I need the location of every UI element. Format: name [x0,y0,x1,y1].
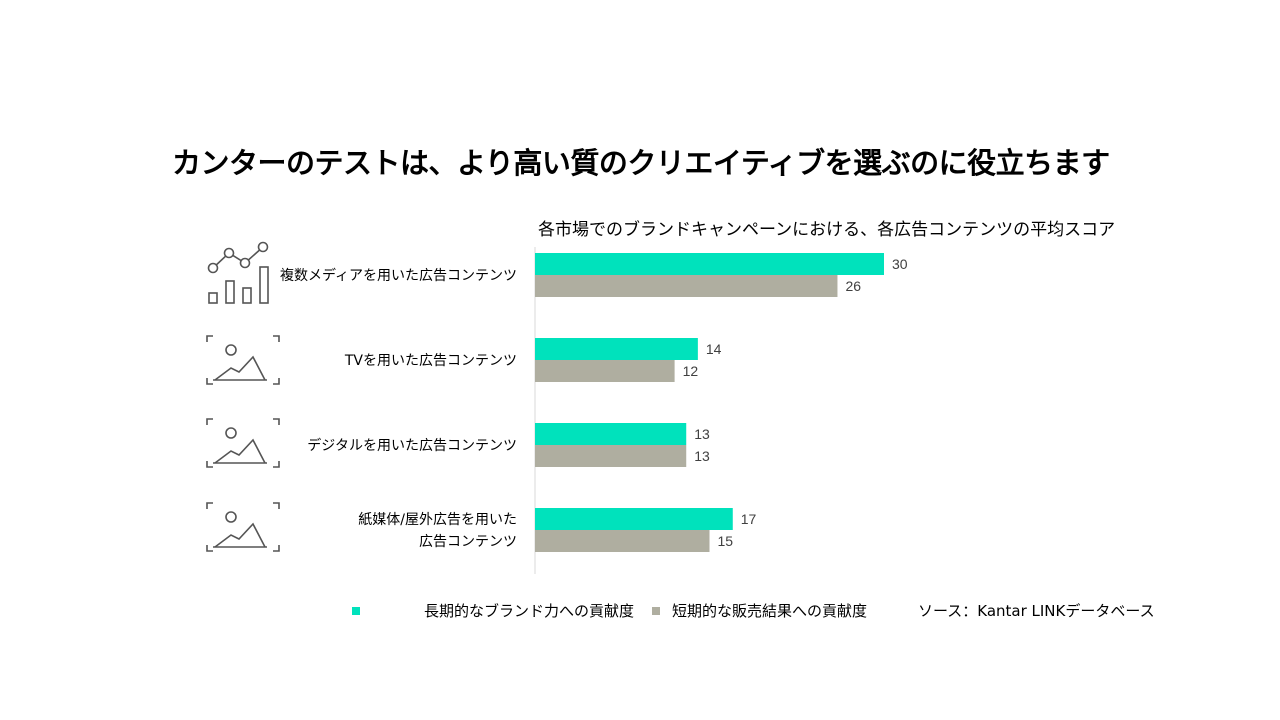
bar-long-term-4 [535,508,733,530]
bar-short-term-3 [535,445,687,467]
legend-item-long-term: 長期的なブランド力への貢献度 [352,600,634,621]
legend-label-long-term: 長期的なブランド力への貢献度 [424,602,635,620]
legend-item-short-term: 短期的な販売結果への貢献度 [652,600,867,621]
data-label-long-term-1: 30 [892,256,908,272]
category-label-4-line-1: 紙媒体/屋外広告を用いた [358,512,517,528]
data-label-short-term-3: 13 [694,448,710,464]
category-label-3: デジタルを用いた広告コンテンツ [307,437,517,454]
legend-swatch-short-term [652,606,660,615]
image-frame-icon [206,418,280,468]
source-note: ソース：Kantar LINKデータベース [918,602,1155,620]
data-label-long-term-4: 17 [741,511,757,527]
image-frame-icon [206,335,280,385]
bar-short-term-1 [535,275,838,297]
image-frame-icon [206,502,280,552]
page-title: カンターのテストは、より高い質のクリエイティブを選ぶのに役立ちます [172,146,1110,180]
bar-long-term-2 [535,338,698,360]
category-label-4-line-2: 広告コンテンツ [419,534,517,550]
bar-short-term-4 [535,530,710,552]
category-label-1: 複数メディアを用いた広告コンテンツ [280,267,517,284]
legend-label-short-term: 短期的な販売結果への貢献度 [672,602,868,620]
line-bar-chart-icon [207,241,269,304]
data-label-short-term-2: 12 [683,363,699,379]
data-label-short-term-1: 26 [845,278,861,294]
data-label-short-term-4: 15 [718,533,734,549]
bar-long-term-3 [535,423,687,445]
bar-long-term-1 [535,253,884,275]
chart-subtitle: 各市場でのブランドキャンペーンにおける、各広告コンテンツの平均スコア [538,220,1116,240]
data-label-long-term-2: 14 [706,341,722,357]
bar-short-term-2 [535,360,675,382]
data-label-long-term-3: 13 [694,426,710,442]
category-label-2: TVを用いた広告コンテンツ [344,353,517,369]
legend-swatch-long-term [352,606,360,615]
